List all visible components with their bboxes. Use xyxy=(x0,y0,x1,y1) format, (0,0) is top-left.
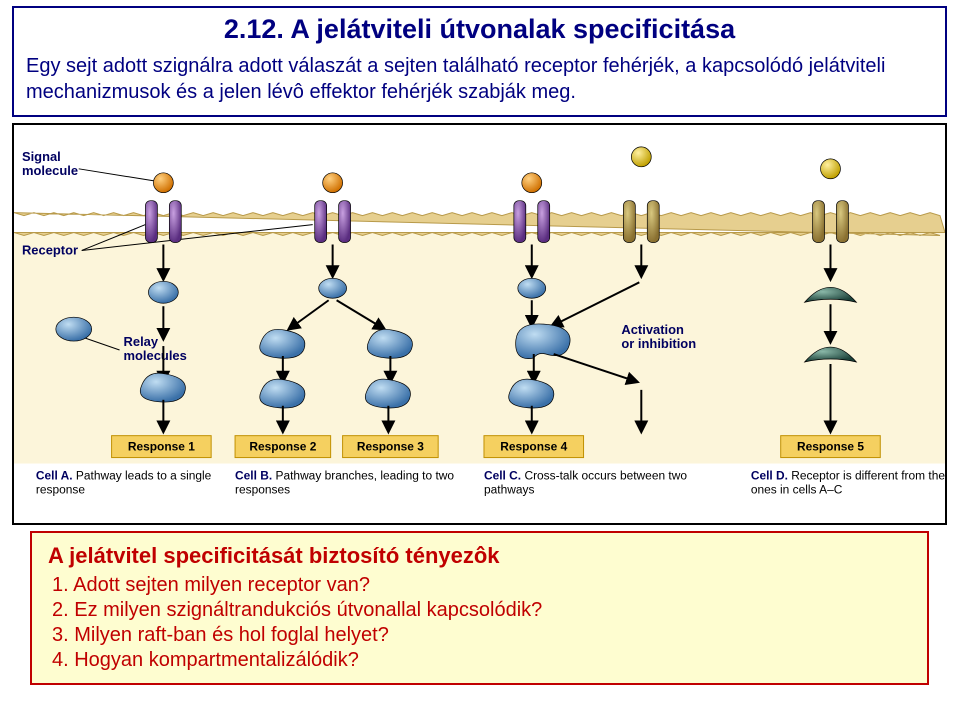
title-box: 2.12. A jelátviteli útvonalak specificit… xyxy=(12,6,947,117)
factors-list: 1. Adott sejten milyen receptor van?2. E… xyxy=(48,573,911,673)
slide: 2.12. A jelátviteli útvonalak specificit… xyxy=(0,6,959,685)
svg-text:Receptor: Receptor xyxy=(22,242,78,257)
svg-text:Signal: Signal xyxy=(22,149,61,164)
svg-text:molecules: molecules xyxy=(124,348,187,363)
factors-title: A jelátvitel specificitását biztosító té… xyxy=(48,543,911,569)
svg-text:Response 3: Response 3 xyxy=(357,440,424,454)
slide-subtitle: Egy sejt adott szignálra adott válaszát … xyxy=(26,53,933,105)
factors-box: A jelátvitel specificitását biztosító té… xyxy=(30,531,929,685)
svg-text:molecule: molecule xyxy=(22,163,78,178)
svg-text:Activation: Activation xyxy=(621,322,684,337)
factors-item: 3. Milyen raft-ban és hol foglal helyet? xyxy=(52,623,911,648)
svg-text:Response 1: Response 1 xyxy=(128,440,195,454)
diagram: Signalmolecule Receptor Relaymolecules Acti… xyxy=(12,123,947,525)
svg-text:or inhibition: or inhibition xyxy=(621,336,696,351)
factors-item: 4. Hogyan kompartmentalizálódik? xyxy=(52,648,911,673)
signal-diagram-svg: Signalmolecule Receptor Relaymolecules Acti… xyxy=(14,125,945,523)
svg-text:Response 2: Response 2 xyxy=(249,440,316,454)
svg-text:Relay: Relay xyxy=(124,334,159,349)
factors-item: 1. Adott sejten milyen receptor van? xyxy=(52,573,911,598)
factors-item: 2. Ez milyen szignáltrandukciós útvonall… xyxy=(52,598,911,623)
slide-title: 2.12. A jelátviteli útvonalak specificit… xyxy=(26,14,933,45)
svg-text:Response 5: Response 5 xyxy=(797,440,864,454)
svg-text:Response 4: Response 4 xyxy=(500,440,567,454)
